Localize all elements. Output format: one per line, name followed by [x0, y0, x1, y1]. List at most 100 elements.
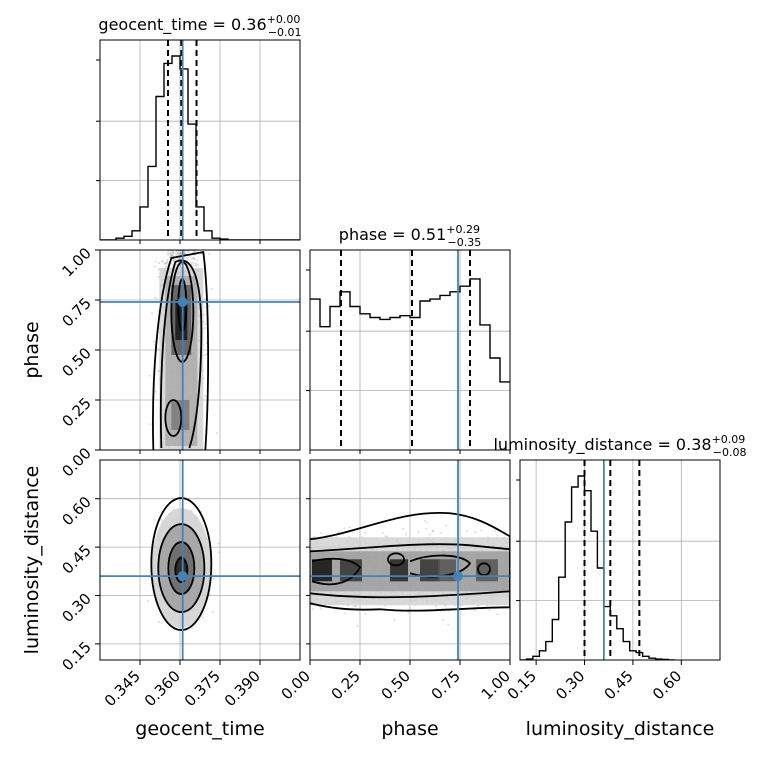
hist-panel-phase: phase = 0.51+0.29−0.35	[306, 223, 510, 450]
sample-point	[407, 611, 409, 613]
sample-point	[151, 312, 153, 314]
x-tick-label-geocent_time: 0.375	[181, 667, 224, 710]
title-sub: −0.08	[713, 446, 747, 459]
sample-point	[488, 609, 490, 611]
sample-point	[153, 340, 155, 342]
sample-point	[425, 528, 427, 530]
sample-point	[494, 530, 496, 532]
truth-point	[453, 571, 463, 581]
sample-point	[167, 253, 169, 255]
sample-point	[426, 521, 428, 523]
sample-point	[213, 578, 215, 580]
sample-point	[351, 531, 353, 533]
title-luminosity_distance: luminosity_distance = 0.38+0.09−0.08	[493, 433, 746, 459]
sample-point	[178, 253, 180, 255]
hist-steps-luminosity_distance	[520, 476, 675, 660]
sample-point	[417, 531, 419, 533]
x-tick-label-luminosity_distance: 0.30	[552, 667, 588, 703]
x-tick-label-phase: 0.00	[278, 667, 314, 703]
title-geocent_time: geocent_time = 0.36+0.00−0.01	[98, 13, 301, 39]
hist-clip-group	[100, 40, 300, 240]
sample-point	[365, 613, 367, 615]
title-sup: +0.00	[267, 13, 301, 26]
x-axis-label-luminosity_distance: luminosity_distance	[526, 718, 715, 740]
sample-point	[204, 354, 206, 356]
title-main: luminosity_distance = 0.38	[493, 435, 711, 455]
hist-panel-luminosity_distance: luminosity_distance = 0.38+0.09−0.08	[493, 433, 746, 660]
sample-point	[154, 266, 156, 268]
truth-point	[178, 571, 188, 581]
x-axis-label-geocent_time: geocent_time	[135, 718, 264, 740]
sample-point	[320, 532, 322, 534]
sample-point	[203, 314, 205, 316]
sample-point	[166, 259, 168, 261]
sample-point	[158, 262, 160, 264]
sample-point	[208, 305, 210, 307]
sample-point	[201, 616, 203, 618]
sample-point	[161, 260, 163, 262]
truth-point	[178, 297, 188, 307]
sample-point	[218, 551, 220, 553]
sample-point	[349, 526, 351, 528]
sample-point	[166, 261, 168, 263]
sample-point	[208, 253, 210, 255]
hist-steps-geocent_time	[100, 56, 300, 240]
sample-point	[218, 542, 220, 544]
sample-point	[193, 258, 195, 260]
x-tick-label-phase: 0.25	[328, 667, 364, 703]
sample-point	[204, 327, 206, 329]
sample-point	[445, 525, 447, 527]
sample-point	[429, 533, 431, 535]
sample-point	[149, 423, 151, 425]
sample-point	[154, 260, 156, 262]
title-phase: phase = 0.51+0.29−0.35	[339, 223, 481, 249]
sample-point	[161, 519, 163, 521]
sample-point	[435, 605, 437, 607]
sample-point	[442, 619, 444, 621]
hist-panel-geocent_time: geocent_time = 0.36+0.00−0.01	[96, 13, 302, 240]
sample-point	[447, 624, 449, 626]
density-panel-2-1	[309, 460, 511, 660]
sample-point	[466, 530, 468, 532]
density-cell-3	[420, 559, 440, 581]
sample-point	[480, 529, 482, 531]
title-sup: +0.29	[446, 223, 480, 236]
hist-clip-group	[520, 460, 675, 660]
sample-point	[474, 531, 476, 533]
sample-point	[354, 605, 356, 607]
panel-frame	[100, 40, 300, 240]
sample-point	[211, 288, 213, 290]
density-cell-4	[438, 559, 456, 581]
sample-point	[364, 532, 366, 534]
sample-point	[440, 532, 442, 534]
x-tick-label-luminosity_distance: 0.15	[504, 667, 540, 703]
sample-point	[320, 607, 322, 609]
sample-point	[186, 256, 188, 258]
sample-point	[155, 391, 157, 393]
sample-point	[393, 619, 395, 621]
sample-point	[196, 264, 198, 266]
title-main: phase = 0.51	[339, 225, 446, 244]
title-sup: +0.09	[712, 433, 746, 446]
density-panel-1-0	[100, 249, 300, 451]
sample-point	[156, 298, 158, 300]
sample-point	[158, 621, 160, 623]
sample-point	[312, 608, 314, 610]
sample-point	[474, 609, 476, 611]
sample-point	[216, 432, 218, 434]
x-tick-label-geocent_time: 0.360	[141, 667, 184, 710]
x-tick-label-phase: 0.50	[378, 667, 414, 703]
sample-point	[204, 306, 206, 308]
sample-point	[195, 262, 197, 264]
x-tick-label-geocent_time: 0.390	[221, 667, 264, 710]
x-tick-label-luminosity_distance: 0.45	[601, 667, 637, 703]
sample-point	[204, 298, 206, 300]
density-panel-2-0	[100, 460, 300, 660]
sample-point	[405, 533, 407, 535]
x-tick-label-luminosity_distance: 0.60	[649, 667, 685, 703]
sample-point	[424, 520, 426, 522]
x-tick-label-geocent_time: 0.345	[101, 667, 144, 710]
sample-point	[147, 600, 149, 602]
